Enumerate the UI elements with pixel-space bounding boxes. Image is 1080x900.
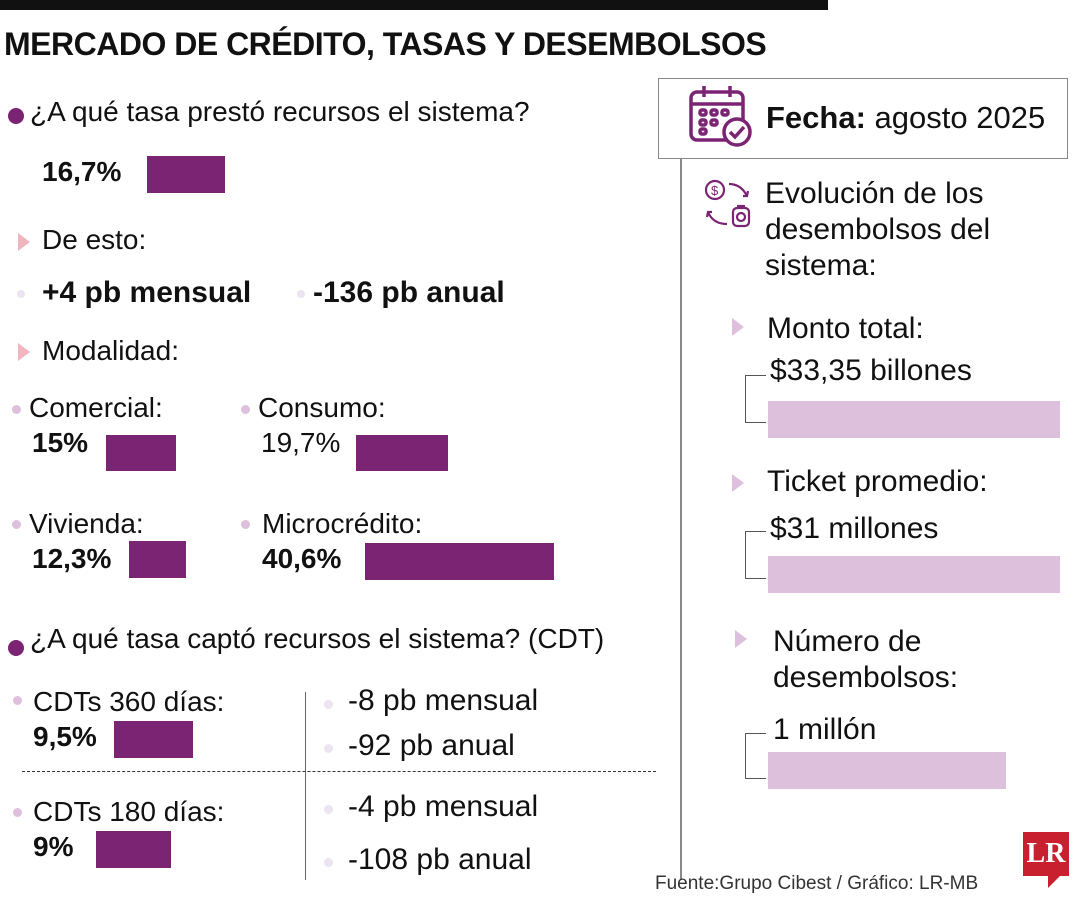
bullet-icon (12, 520, 21, 529)
bullet-icon (324, 805, 333, 814)
mode-value: 40,6% (262, 543, 342, 574)
bullet-icon (12, 405, 21, 414)
triangle-icon (735, 630, 747, 648)
svg-text:$: $ (711, 183, 719, 198)
bracket (745, 375, 766, 423)
bullet-icon (13, 696, 22, 705)
lending-rate: 16,7% (42, 156, 122, 187)
bullet-icon (17, 290, 25, 298)
bar-cdt-360 (114, 721, 193, 758)
date-value: agosto 2025 (874, 100, 1046, 135)
bar-vivienda (129, 541, 187, 578)
disb-value: $31 millones (770, 512, 939, 545)
bar-consumo (356, 435, 448, 471)
date-text: Fecha: agosto 2025 (766, 100, 1045, 136)
bar-monto-total (768, 401, 1060, 438)
mode-value: 15% (32, 427, 89, 458)
divider (305, 692, 306, 880)
triangle-icon (732, 318, 744, 336)
lending-question: ¿A qué tasa prestó recursos el sistema? (30, 96, 530, 127)
bullet-icon (297, 290, 305, 298)
date-label: Fecha: (766, 100, 866, 135)
cdt-value: 9,5% (33, 721, 97, 752)
deposits-question: ¿A qué tasa captó recursos el sistema? (… (30, 623, 605, 654)
disbursements-heading: Evolución de los desembolsos del sistema… (765, 177, 991, 282)
triangle-icon (18, 233, 30, 251)
vertical-rule (680, 158, 682, 880)
disb-label: Monto total: (767, 312, 924, 345)
cdt-name: CDTs 180 días: (33, 796, 225, 827)
lending-monthly: +4 pb mensual (42, 276, 252, 309)
cdt-annual: -108 pb anual (348, 843, 532, 876)
page-title: MERCADO DE CRÉDITO, TASAS Y DESEMBOLSOS (4, 26, 767, 62)
mode-name: Comercial: (29, 392, 163, 423)
disb-label: Número de desembolsos: (773, 625, 959, 694)
bar-numero-desembolsos (768, 752, 1006, 789)
money-cycle-icon: $ (704, 179, 751, 228)
date-box (658, 78, 1068, 159)
bar-ticket-promedio (768, 556, 1060, 593)
bullet-icon (324, 700, 333, 709)
cdt-name: CDTs 360 días: (33, 686, 225, 717)
bracket (745, 531, 766, 579)
bullet-icon (13, 808, 22, 817)
logo-text: LR (1026, 838, 1066, 869)
disb-value: 1 millón (773, 713, 877, 746)
mode-name: Vivienda: (29, 508, 144, 539)
bullet-icon (324, 858, 333, 867)
bullet-icon (241, 520, 250, 529)
logo-tail (1048, 876, 1060, 888)
top-rule (0, 0, 828, 10)
mode-value: 19,7% (261, 427, 341, 458)
bullet-icon (324, 744, 333, 753)
de-esto-label: De esto: (42, 224, 147, 255)
bar-microcredito (365, 543, 554, 580)
mode-name: Microcrédito: (262, 508, 423, 539)
source-note: Fuente:Grupo Cibest / Gráfico: LR-MB (655, 873, 979, 894)
bar-cdt-180 (96, 831, 171, 868)
mode-name: Consumo: (258, 392, 386, 423)
mode-value: 12,3% (32, 543, 112, 574)
bullet-icon (241, 405, 250, 414)
bar-comercial (106, 435, 176, 471)
lr-logo: LR (1023, 832, 1069, 876)
modalidad-label: Modalidad: (42, 335, 179, 366)
cdt-monthly: -4 pb mensual (348, 790, 539, 823)
bullet-icon (8, 640, 24, 656)
triangle-icon (18, 343, 30, 361)
bar-total-rate (147, 156, 225, 193)
bracket (745, 733, 766, 779)
calendar-check-icon (689, 86, 752, 147)
bullet-icon (8, 108, 24, 124)
disb-value: $33,35 billones (770, 354, 972, 387)
lending-annual: -136 pb anual (313, 276, 505, 309)
cdt-monthly: -8 pb mensual (348, 684, 539, 717)
triangle-icon (732, 474, 744, 492)
disb-label: Ticket promedio: (767, 465, 988, 498)
cdt-value: 9% (33, 831, 74, 862)
dashed-divider (22, 771, 656, 772)
cdt-annual: -92 pb anual (348, 729, 515, 762)
